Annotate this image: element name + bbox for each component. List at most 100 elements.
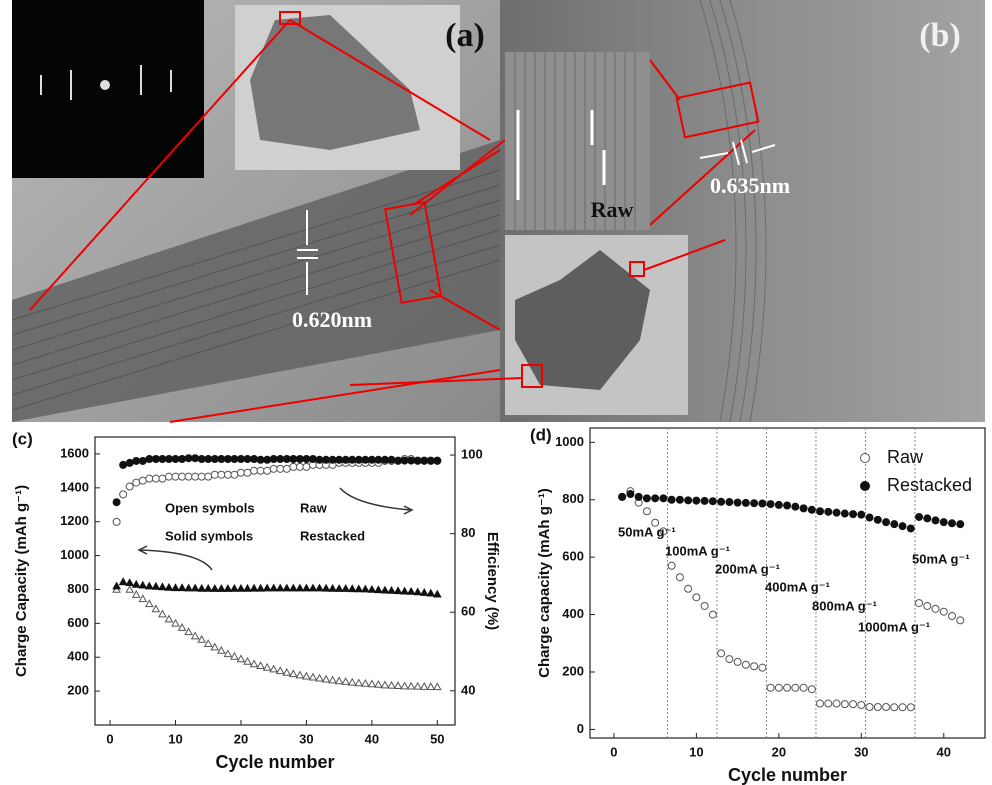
- marker: [400, 681, 409, 690]
- marker: [816, 507, 825, 516]
- marker: [256, 583, 265, 592]
- marker: [915, 512, 924, 521]
- marker: [289, 455, 298, 464]
- marker: [282, 455, 291, 464]
- marker: [750, 499, 759, 508]
- marker: [684, 584, 693, 593]
- marker: [204, 472, 213, 481]
- marker: [236, 455, 245, 464]
- marker: [923, 514, 932, 523]
- marker: [426, 682, 436, 691]
- marker: [419, 682, 429, 690]
- marker: [791, 683, 800, 692]
- marker: [328, 455, 337, 464]
- marker: [700, 601, 709, 610]
- image-annotation: Raw: [591, 197, 634, 222]
- marker: [774, 683, 783, 692]
- marker: [840, 700, 849, 709]
- marker: [824, 699, 833, 708]
- plot-frame: [589, 427, 986, 739]
- marker: [426, 588, 436, 597]
- marker: [387, 585, 396, 594]
- marker: [217, 470, 226, 479]
- annotation: 400mA g⁻¹: [765, 579, 830, 594]
- marker: [374, 585, 383, 594]
- marker: [230, 583, 239, 592]
- marker: [197, 583, 207, 592]
- marker: [210, 455, 219, 464]
- marker: [642, 507, 651, 516]
- marker: [380, 585, 390, 594]
- annotation: Raw: [300, 500, 328, 515]
- marker: [302, 455, 311, 464]
- marker: [433, 456, 442, 465]
- marker: [400, 456, 409, 465]
- x-tick-label: 30: [854, 744, 868, 759]
- marker: [634, 492, 643, 501]
- marker: [243, 583, 252, 592]
- marker: [335, 455, 344, 464]
- marker: [197, 472, 206, 481]
- annotation: 800mA g⁻¹: [812, 598, 877, 613]
- marker: [407, 456, 416, 465]
- marker: [956, 616, 965, 625]
- marker: [328, 675, 337, 684]
- marker: [667, 561, 676, 570]
- marker: [158, 455, 167, 464]
- marker: [315, 583, 324, 592]
- marker: [184, 472, 193, 481]
- marker: [348, 455, 357, 464]
- image-annotation: 0.620nm: [292, 307, 372, 332]
- marker: [906, 703, 915, 712]
- marker: [178, 472, 187, 481]
- marker: [302, 462, 311, 471]
- marker: [112, 517, 121, 526]
- marker: [295, 583, 305, 592]
- marker: [733, 498, 742, 507]
- marker: [400, 586, 409, 595]
- marker: [210, 584, 220, 592]
- marker: [250, 455, 259, 464]
- legend-marker: [860, 453, 870, 463]
- y-axis-title: Charge Capacity (mAh g⁻¹): [13, 485, 30, 677]
- x-tick-label: 10: [168, 731, 182, 746]
- marker: [197, 455, 206, 464]
- marker: [203, 639, 213, 647]
- marker: [177, 583, 187, 592]
- marker: [308, 455, 317, 464]
- marker: [890, 520, 899, 529]
- marker: [308, 583, 318, 592]
- marker: [295, 670, 305, 679]
- marker: [799, 504, 808, 513]
- marker: [138, 580, 148, 589]
- x-axis-title: Cycle number: [215, 752, 334, 772]
- marker: [882, 703, 891, 711]
- marker: [667, 495, 676, 504]
- marker: [347, 584, 357, 593]
- legend-label: Restacked: [887, 475, 972, 495]
- marker: [758, 499, 767, 508]
- marker: [432, 589, 442, 598]
- marker: [322, 455, 331, 464]
- marker: [223, 649, 233, 658]
- marker: [939, 518, 948, 527]
- marker: [413, 681, 423, 690]
- marker: [177, 623, 187, 631]
- marker: [741, 660, 750, 669]
- marker: [269, 664, 279, 673]
- marker: [288, 669, 298, 678]
- marker: [783, 683, 792, 692]
- marker: [190, 583, 200, 592]
- marker: [725, 655, 734, 664]
- marker: [145, 474, 154, 483]
- marker: [223, 455, 232, 464]
- marker: [774, 500, 783, 509]
- x-tick-label: 20: [772, 744, 786, 759]
- marker: [341, 455, 350, 464]
- marker: [420, 456, 429, 465]
- marker: [321, 674, 331, 683]
- marker: [223, 470, 232, 479]
- marker: [931, 516, 940, 525]
- marker: [288, 583, 298, 592]
- y2-tick-label: 60: [461, 604, 475, 619]
